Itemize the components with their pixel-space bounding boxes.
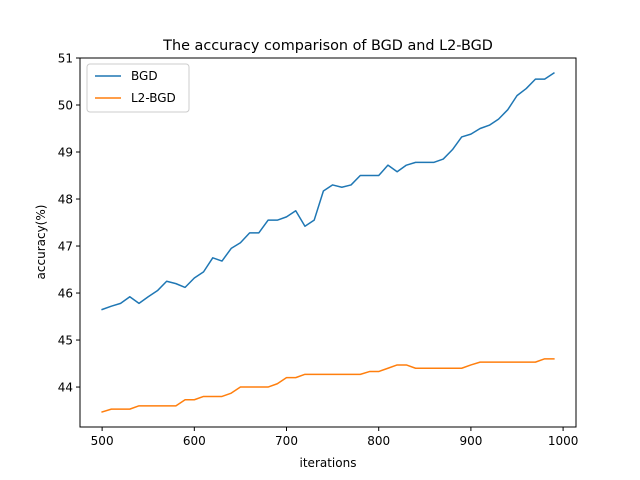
series-line-l2-bgd bbox=[101, 358, 555, 413]
x-tick-label: 700 bbox=[275, 434, 298, 448]
x-tick-label: 1000 bbox=[548, 434, 579, 448]
y-tick-label: 46 bbox=[58, 286, 73, 300]
y-tick-label: 51 bbox=[58, 51, 73, 65]
y-tick-label: 47 bbox=[58, 239, 73, 253]
series-line-bgd bbox=[101, 72, 555, 311]
plot-area bbox=[101, 72, 555, 413]
y-axis-label: accuracy(%) bbox=[34, 205, 48, 280]
chart-title: The accuracy comparison of BGD and L2-BG… bbox=[162, 38, 493, 54]
x-tick-label: 600 bbox=[183, 434, 206, 448]
legend: BGD L2-BGD bbox=[86, 63, 190, 113]
x-tick-label: 900 bbox=[459, 434, 482, 448]
y-tick-label: 44 bbox=[58, 380, 73, 394]
axes-frame bbox=[79, 57, 577, 428]
axis-ticks: 500 600 700 800 900 1000 44 45 46 47 48 49 50 51 bbox=[58, 51, 579, 448]
legend-label-bgd: BGD bbox=[131, 69, 158, 83]
legend-label-l2-bgd: L2-BGD bbox=[131, 91, 176, 105]
x-tick-label: 800 bbox=[367, 434, 390, 448]
x-axis-label: iterations bbox=[300, 456, 357, 470]
y-tick-label: 48 bbox=[58, 192, 73, 206]
y-tick-label: 50 bbox=[58, 98, 73, 112]
x-tick-label: 500 bbox=[91, 434, 114, 448]
y-tick-label: 45 bbox=[58, 333, 73, 347]
y-tick-label: 49 bbox=[58, 145, 73, 159]
